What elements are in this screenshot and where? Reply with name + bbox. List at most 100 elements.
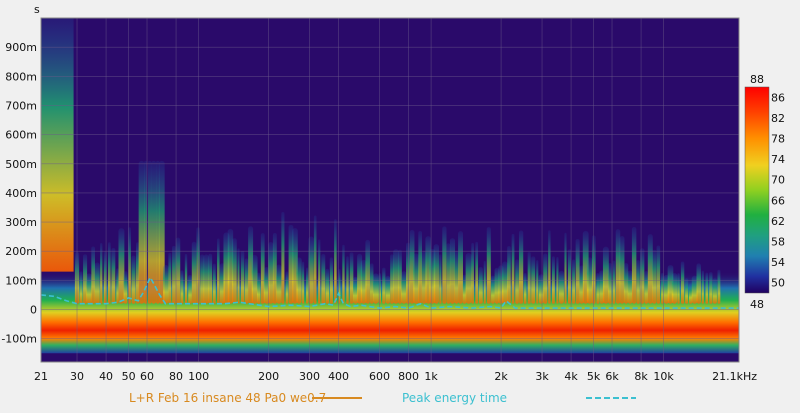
colorbar-tick-label: 50 <box>771 277 785 290</box>
colorbar-tick-label: 66 <box>771 194 785 207</box>
heat-streak <box>313 215 317 304</box>
heat-streak <box>292 228 298 304</box>
heat-streak <box>636 259 640 304</box>
heat-streak <box>442 226 447 304</box>
x-tick-label: 30 <box>70 370 84 383</box>
y-tick-label: 500m <box>5 158 37 171</box>
colorbar-tick-label: 86 <box>771 91 785 104</box>
heat-streak <box>551 256 555 304</box>
heat-streak <box>491 275 495 304</box>
heat-streak <box>627 270 633 304</box>
heat-streak <box>91 246 95 304</box>
heat-streak <box>251 254 258 304</box>
heat-streak <box>515 259 519 304</box>
heat-streak <box>353 277 359 304</box>
colorbar: 88 86 82 78 74 70 66 62 58 54 50 48 <box>744 73 785 311</box>
heat-streak <box>685 278 689 304</box>
heat-streak <box>406 242 411 304</box>
heat-streak <box>111 248 116 304</box>
heat-streak <box>418 230 423 304</box>
heat-streak <box>94 262 100 304</box>
y-tick-label: 200m <box>5 245 37 258</box>
heat-streak <box>717 269 721 304</box>
x-tick-label: 400 <box>328 370 349 383</box>
heat-streak <box>518 230 524 304</box>
heat-streak <box>564 232 567 304</box>
x-axis-ticks: 21 30 40 50 60 80 100 200 300 400 600 800 1k 2k 3k 4k 5k… <box>34 370 757 383</box>
heat-layer <box>41 18 739 354</box>
colorbar-min-label: 48 <box>750 298 764 311</box>
x-tick-label: 10k <box>653 370 674 383</box>
x-tick-label: 21.1kHz <box>712 370 757 383</box>
heat-streak <box>107 242 111 304</box>
heat-streak <box>118 228 125 304</box>
heat-streak <box>156 160 160 304</box>
heat-streak <box>567 249 572 304</box>
legend: L+R Feb 16 insane 48 Pa0 we0.7 Peak ener… <box>129 391 636 405</box>
heat-streak <box>365 239 370 304</box>
heat-streak <box>302 261 305 304</box>
heat-streak <box>136 242 140 304</box>
heat-streak <box>163 264 169 304</box>
heat-streak <box>86 273 92 304</box>
heat-streak <box>439 254 442 304</box>
heat-streak <box>168 252 172 304</box>
heat-low-freq-decay <box>41 18 74 272</box>
heat-streak <box>615 229 621 304</box>
plot-area <box>40 17 740 363</box>
heat-streak <box>244 258 249 304</box>
x-tick-label: 60 <box>140 370 154 383</box>
heat-streak <box>100 242 103 304</box>
heat-streak <box>433 244 439 304</box>
heat-streak <box>471 242 474 304</box>
heat-streak <box>623 262 629 304</box>
colorbar-tick-label: 82 <box>771 112 785 125</box>
heat-streak <box>385 275 391 304</box>
heat-streak <box>138 160 145 304</box>
y-tick-label: 900m <box>5 41 37 54</box>
heat-streak <box>268 241 274 304</box>
x-tick-label: 2k <box>494 370 508 383</box>
heat-streak <box>701 270 704 304</box>
heat-streak <box>656 245 661 304</box>
heat-streak <box>449 238 456 304</box>
heat-streak <box>640 248 645 304</box>
heat-streak <box>144 160 148 304</box>
heat-streak <box>184 253 188 304</box>
x-tick-label: 300 <box>299 370 320 383</box>
x-tick-label: 100 <box>188 370 209 383</box>
peak-energy-time-line <box>40 275 739 309</box>
x-tick-label: 40 <box>99 370 113 383</box>
colorbar-tick-label: 62 <box>771 215 785 228</box>
heat-streak <box>507 246 511 304</box>
x-tick-label: 5k <box>587 370 601 383</box>
heat-streak <box>462 274 467 304</box>
heat-streak <box>712 278 717 304</box>
heat-streak <box>237 248 240 304</box>
y-tick-label: 600m <box>5 129 37 142</box>
heat-streak <box>349 252 354 304</box>
x-tick-label: 800 <box>398 370 419 383</box>
heat-streak <box>483 260 486 304</box>
legend-series-1-label: L+R Feb 16 insane 48 Pa0 we0.7 <box>129 391 326 405</box>
heat-streak <box>191 241 197 304</box>
heat-streak <box>680 261 685 304</box>
colorbar-max-label: 88 <box>750 73 764 86</box>
heat-streak <box>619 235 625 304</box>
heat-streak <box>446 243 451 304</box>
heat-streak <box>131 255 136 304</box>
heat-streak <box>200 254 205 304</box>
colorbar-tick-label: 54 <box>771 256 785 269</box>
heat-streak <box>325 268 330 304</box>
heat-streak <box>677 273 680 304</box>
heat-streak <box>612 260 616 304</box>
colorbar-tick-label: 58 <box>771 236 785 249</box>
heat-streak <box>531 256 536 304</box>
x-tick-label: 6k <box>605 370 619 383</box>
heat-streak <box>401 271 407 304</box>
heat-streak <box>306 267 309 304</box>
heat-streak <box>123 271 128 304</box>
y-tick-label: 400m <box>5 187 37 200</box>
x-tick-label: 50 <box>122 370 136 383</box>
heat-streak <box>572 259 576 304</box>
